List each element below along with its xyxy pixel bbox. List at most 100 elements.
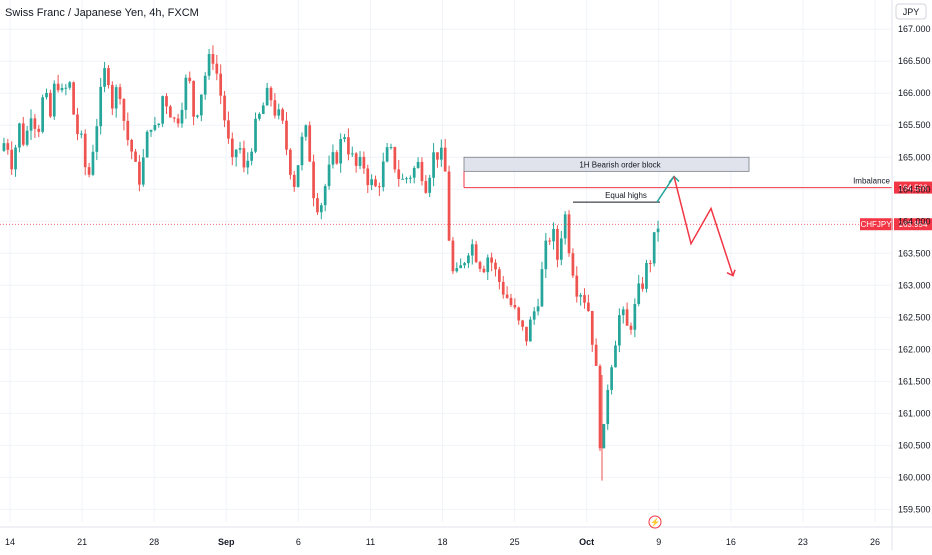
candle-body [335, 152, 339, 164]
candle-body [254, 118, 257, 152]
candle-body [60, 88, 64, 91]
candle-body [21, 123, 25, 145]
candle-body [269, 87, 273, 101]
candle-body [99, 86, 103, 127]
candle-body [316, 198, 319, 213]
candle-body [184, 77, 188, 110]
annotation-layer: 1H Bearish order block Imbalance 164.526 CH… [0, 156, 932, 277]
candle-body [33, 118, 37, 129]
x-tick-label: Oct [579, 537, 594, 547]
candle-body [370, 179, 373, 186]
last-price-value: 163.954 [899, 220, 928, 229]
order-block-zone [463, 156, 750, 172]
candle-body [625, 309, 629, 326]
candle-body [215, 63, 219, 74]
candle-body [633, 303, 637, 330]
candle-body [207, 54, 211, 76]
candle-body [6, 143, 10, 150]
y-tick-label: 166.500 [898, 56, 931, 66]
candle-body [528, 319, 532, 342]
candle-body [455, 268, 459, 272]
candle-body [52, 83, 56, 117]
candle-body [281, 109, 284, 121]
candle-body [459, 265, 463, 269]
candle-body [107, 68, 110, 86]
x-tick-label: Sep [218, 537, 235, 547]
candle-body [110, 85, 114, 109]
candle-body [327, 164, 331, 187]
candle-body [432, 152, 435, 178]
candle-body [199, 94, 203, 116]
candle-body [339, 139, 343, 164]
candle-body [49, 92, 52, 117]
candle-body [126, 120, 130, 140]
imbalance-price-value: 164.526 [899, 184, 928, 193]
y-tick-label: 163.500 [898, 248, 931, 258]
lightning-icon: ⚡ [650, 517, 660, 527]
y-tick-label: 163.000 [898, 280, 931, 290]
candle-body [149, 129, 153, 132]
candle-body [606, 389, 610, 425]
candle-body [10, 149, 14, 170]
candle-body [513, 304, 517, 308]
candle-body [172, 117, 176, 119]
candle-body [83, 133, 87, 168]
candle-body [436, 152, 439, 160]
x-tick-label: 14 [5, 537, 15, 547]
imbalance-price-tag [894, 181, 932, 194]
candle-body [188, 77, 192, 82]
candle-body [451, 240, 455, 272]
candle-body [525, 326, 528, 342]
candle-body [169, 106, 172, 118]
last-price-tag [894, 218, 932, 231]
candle-body [203, 75, 207, 95]
candle-body [343, 137, 346, 140]
candle-body [192, 81, 195, 117]
x-tick-label: 6 [296, 537, 301, 547]
candle-body [304, 125, 308, 137]
candle-body [637, 283, 641, 304]
candle-body [641, 283, 644, 289]
projection-down-legs [673, 176, 734, 276]
candle-body [405, 178, 408, 180]
candle-body [331, 152, 335, 165]
candle-body [56, 83, 60, 91]
candle-body [223, 95, 226, 121]
y-tick-label: 165.500 [898, 120, 931, 130]
x-tick-label: 21 [77, 537, 87, 547]
equal-highs-label: Equal highs [605, 191, 647, 200]
y-tick-label: 161.000 [898, 408, 931, 418]
candle-body [347, 137, 350, 155]
candle-body [157, 123, 161, 125]
candle-body [29, 118, 33, 131]
candle-body [350, 153, 354, 155]
candle-body [645, 263, 648, 289]
symbol-tag [860, 218, 893, 231]
candle-body [579, 295, 583, 297]
candle-body [389, 147, 393, 149]
symbol-title: Swiss Franc / Japanese Yen, 4h, FXCM [5, 7, 199, 19]
candle-body [548, 240, 552, 242]
candle-body [265, 87, 269, 106]
candle-body [424, 181, 428, 193]
x-tick-label: 18 [437, 537, 447, 547]
candle-body [134, 151, 137, 162]
candle-body [95, 126, 99, 152]
candle-body [211, 54, 215, 64]
candle-body [587, 302, 590, 311]
candle-body [378, 186, 381, 188]
candle-body [401, 178, 404, 180]
candle-body [118, 87, 122, 100]
candle-body [176, 118, 180, 124]
candle-body [393, 147, 397, 170]
candle-body [478, 262, 482, 269]
y-tick-label: 167.000 [898, 24, 931, 34]
candle-body [618, 315, 621, 346]
candle-body [18, 123, 21, 148]
candle-body [621, 309, 625, 316]
candle-body [490, 257, 493, 263]
candle-body [45, 92, 48, 98]
candle-body [130, 139, 134, 152]
